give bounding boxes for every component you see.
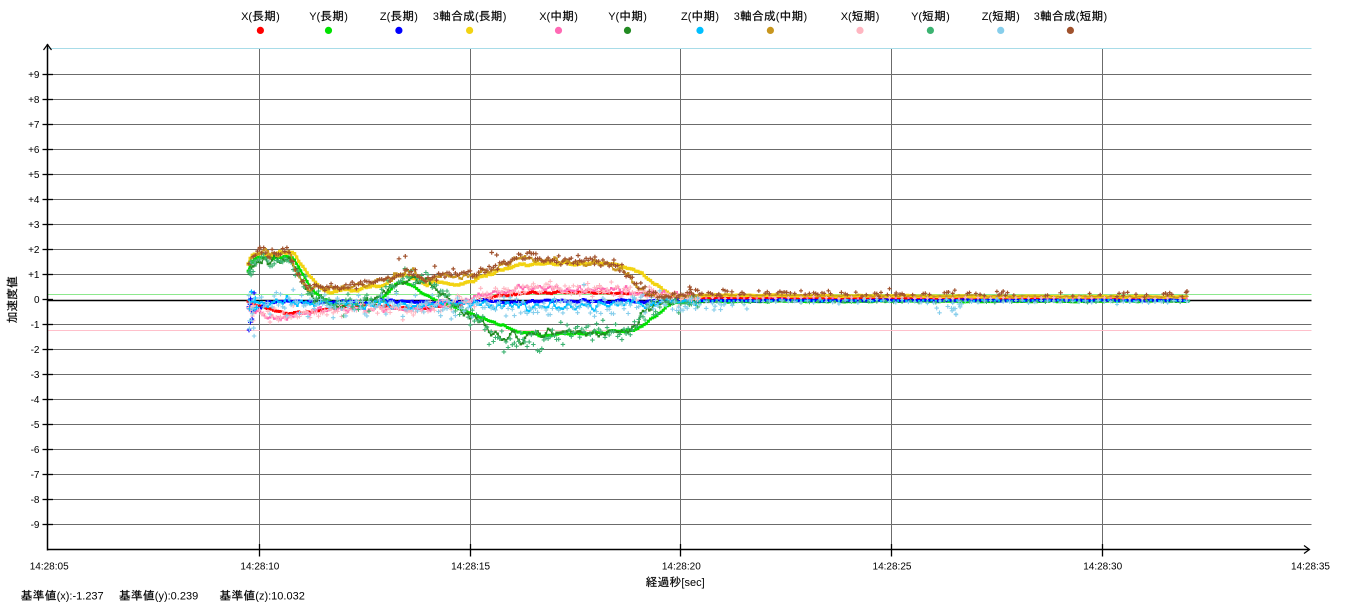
svg-text:-8: -8	[31, 495, 40, 506]
svg-text:+7: +7	[28, 120, 40, 131]
svg-text:): )	[276, 11, 280, 23]
svg-text:[sec]: [sec]	[681, 577, 704, 589]
svg-text:14:28:35: 14:28:35	[1291, 562, 1330, 573]
svg-text:14:28:10: 14:28:10	[240, 562, 279, 573]
svg-text:-7: -7	[31, 470, 40, 481]
svg-text:(z):10.032: (z):10.032	[255, 591, 305, 603]
svg-text:+2: +2	[28, 245, 40, 256]
svg-text:Z(: Z(	[982, 11, 993, 23]
svg-text:): )	[574, 11, 578, 23]
svg-text:): )	[876, 11, 880, 23]
svg-text:-6: -6	[31, 445, 40, 456]
svg-text:): )	[503, 11, 507, 23]
svg-text:+1: +1	[28, 270, 40, 281]
svg-text:): )	[344, 11, 348, 23]
svg-text:): )	[643, 11, 647, 23]
svg-text:+8: +8	[28, 95, 40, 106]
svg-text:3: 3	[1034, 11, 1040, 23]
svg-text:+6: +6	[28, 145, 40, 156]
svg-text:-9: -9	[31, 520, 40, 531]
svg-text:3: 3	[734, 11, 740, 23]
svg-text:Y(: Y(	[309, 11, 320, 23]
svg-text:): )	[1104, 11, 1108, 23]
svg-text:3: 3	[433, 11, 439, 23]
svg-text:14:28:05: 14:28:05	[30, 562, 69, 573]
svg-text:-2: -2	[31, 345, 40, 356]
svg-text:): )	[715, 11, 719, 23]
svg-text:Y(: Y(	[911, 11, 922, 23]
svg-text:+4: +4	[28, 195, 40, 206]
svg-text:-3: -3	[31, 370, 40, 381]
svg-text:(: (	[1076, 11, 1080, 23]
svg-text:-1: -1	[31, 320, 40, 331]
svg-text:X(: X(	[841, 11, 852, 23]
svg-text:): )	[1016, 11, 1020, 23]
svg-text:0: 0	[34, 295, 40, 306]
svg-text:): )	[804, 11, 808, 23]
svg-text:-5: -5	[31, 420, 40, 431]
svg-text:): )	[414, 11, 418, 23]
svg-text:X(: X(	[241, 11, 252, 23]
svg-text:(: (	[776, 11, 780, 23]
svg-text:(y):0.239: (y):0.239	[155, 591, 198, 603]
svg-text:): )	[946, 11, 950, 23]
svg-text:14:28:30: 14:28:30	[1083, 562, 1122, 573]
svg-text:(: (	[475, 11, 479, 23]
svg-text:+5: +5	[28, 170, 40, 181]
svg-text:(x):-1.237: (x):-1.237	[57, 591, 104, 603]
svg-text:14:28:20: 14:28:20	[662, 562, 701, 573]
svg-text:+3: +3	[28, 220, 40, 231]
svg-text:+9: +9	[28, 70, 40, 81]
svg-text:Z(: Z(	[681, 11, 692, 23]
svg-text:Y(: Y(	[608, 11, 619, 23]
svg-text:X(: X(	[539, 11, 550, 23]
svg-text:-4: -4	[31, 395, 40, 406]
svg-text:Z(: Z(	[380, 11, 391, 23]
svg-text:14:28:15: 14:28:15	[451, 562, 490, 573]
svg-text:14:28:25: 14:28:25	[873, 562, 912, 573]
